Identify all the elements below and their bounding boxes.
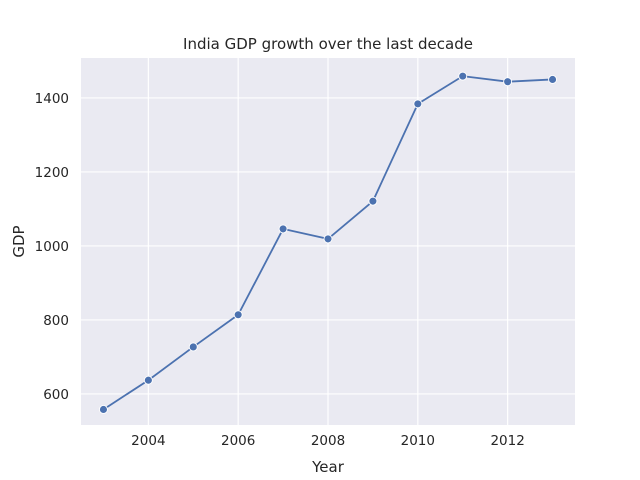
y-tick-label: 1200 (35, 165, 69, 181)
data-point (278, 224, 288, 234)
x-tick-label: 2004 (131, 433, 165, 449)
y-axis-label: GDP (10, 225, 28, 257)
data-point (188, 342, 198, 352)
x-axis-label: Year (311, 458, 345, 476)
data-point (323, 234, 333, 244)
y-tick-labels: 600 800 1000 1200 1400 (35, 91, 69, 403)
data-point (503, 77, 513, 87)
data-point (548, 75, 557, 84)
data-point (143, 375, 153, 385)
x-tick-label: 2010 (401, 433, 435, 449)
data-point (99, 405, 108, 414)
x-tick-label: 2012 (490, 433, 524, 449)
data-point (233, 310, 243, 320)
x-tick-labels: 2004 2006 2008 2010 2012 (131, 433, 525, 449)
data-points (99, 71, 557, 414)
data-point (368, 196, 378, 206)
data-point (458, 71, 468, 81)
data-point (413, 99, 423, 109)
x-tick-label: 2008 (311, 433, 345, 449)
y-tick-label: 600 (43, 387, 69, 403)
y-tick-label: 1400 (35, 91, 69, 107)
x-tick-label: 2006 (221, 433, 255, 449)
chart-title: India GDP growth over the last decade (183, 35, 473, 53)
y-tick-label: 800 (43, 313, 69, 329)
y-tick-label: 1000 (35, 239, 69, 255)
